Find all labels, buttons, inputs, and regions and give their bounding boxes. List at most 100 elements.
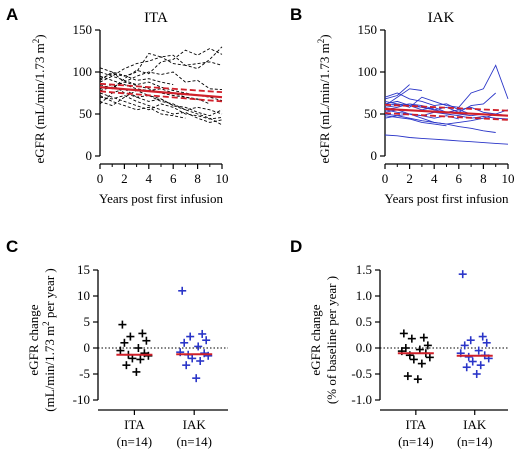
ci-upper-line-B (384, 103, 509, 112)
series-line-A-1 (99, 56, 223, 83)
y-tick-label-C: 15 (77, 262, 90, 277)
y-tick-label-D: 0.5 (356, 314, 372, 329)
y-tick-label-B: 100 (358, 64, 378, 79)
y-tick-label-C: 5 (84, 314, 91, 329)
x-axis-label-A: Years post first infusion (99, 191, 223, 206)
ci-upper-line-A (99, 82, 223, 94)
panel-label-B: B (290, 5, 302, 24)
data-point-D-ITA-11 (409, 355, 418, 364)
data-point-D-ITA-1 (399, 329, 408, 338)
y-tick-label-C: -10 (73, 392, 90, 407)
category-n-label-C-ITA: (n=14) (117, 434, 153, 449)
data-point-C-ITA-4 (142, 336, 151, 345)
data-point-D-ITA-12 (417, 359, 426, 368)
data-point-C-ITA-14 (132, 367, 141, 376)
data-point-D-IAK-1 (458, 270, 467, 279)
data-point-C-ITA-3 (126, 332, 135, 341)
series-line-A-9 (99, 90, 223, 126)
data-point-C-ITA-13 (122, 361, 131, 370)
x-tick-label-A: 0 (97, 171, 104, 186)
y-tick-label-D: -0.5 (351, 366, 372, 381)
data-point-D-ITA-14 (413, 375, 422, 384)
data-point-D-ITA-3 (407, 334, 416, 343)
series-line-B-9 (384, 100, 472, 115)
data-point-D-IAK-5 (460, 341, 469, 350)
series-line-B-1 (384, 64, 509, 108)
data-point-C-IAK-11 (188, 354, 197, 363)
x-tick-label-B: 6 (456, 171, 463, 186)
y-tick-label-B: 50 (364, 106, 377, 121)
y-tick-label-C: 0 (84, 340, 91, 355)
category-label-C-ITA: ITA (124, 417, 145, 432)
y-tick-label-C: -5 (79, 366, 90, 381)
data-point-C-ITA-12 (136, 355, 145, 364)
x-tick-label-A: 8 (194, 171, 201, 186)
x-tick-label-B: 0 (382, 171, 389, 186)
y-axis-label-A: eGFR (mL/min/1.73 m2) (31, 34, 47, 163)
series-line-B-14 (384, 84, 410, 100)
series-line-A-13 (99, 95, 186, 119)
data-point-D-IAK-6 (474, 346, 483, 355)
data-point-C-IAK-4 (202, 336, 211, 345)
series-line-B-13 (384, 88, 422, 106)
data-point-D-IAK-4 (482, 338, 491, 347)
category-label-D-ITA: ITA (406, 417, 427, 432)
series-line-A-4 (99, 71, 223, 91)
series-line-A-7 (99, 92, 223, 120)
y-axis-label-line1-D: eGFR change (308, 304, 323, 375)
series-line-B-11 (384, 115, 447, 127)
category-n-label-D-IAK: (n=14) (457, 434, 493, 449)
category-label-C-IAK: IAK (183, 417, 207, 432)
data-point-C-ITA-5 (120, 338, 129, 347)
x-tick-label-B: 10 (502, 171, 515, 186)
data-point-C-ITA-10 (144, 351, 153, 360)
data-point-D-IAK-11 (468, 357, 477, 366)
y-tick-label-D: 1.5 (356, 262, 372, 277)
y-axis-label-line1-C: eGFR change (26, 304, 41, 375)
y-tick-label-D: 1.0 (356, 288, 372, 303)
data-point-C-IAK-13 (182, 361, 191, 370)
data-point-D-ITA-4 (423, 341, 432, 350)
ci-lower-line-A (99, 90, 223, 103)
data-point-C-IAK-3 (186, 332, 195, 341)
data-point-D-ITA-2 (419, 333, 428, 342)
panel-title-B: IAK (428, 10, 455, 26)
series-line-B-6 (384, 92, 496, 113)
series-line-B-8 (384, 103, 484, 117)
data-point-C-IAK-14 (192, 374, 201, 383)
series-line-B-2 (384, 92, 509, 117)
y-tick-label-A: 50 (79, 106, 92, 121)
y-tick-label-D: 0.0 (356, 340, 372, 355)
data-point-C-IAK-5 (180, 338, 189, 347)
y-tick-label-A: 100 (73, 64, 93, 79)
data-point-C-IAK-12 (196, 357, 205, 365)
y-axis-label-line2-C: (mL/min/1.73 m2 per year ) (41, 268, 57, 412)
data-point-C-ITA-2 (138, 329, 147, 338)
y-tick-label-B: 150 (358, 22, 378, 37)
data-point-D-ITA-10 (425, 353, 434, 362)
x-axis-label-B: Years post first infusion (385, 191, 509, 206)
category-label-D-IAK: IAK (463, 417, 487, 432)
data-point-C-IAK-2 (198, 329, 207, 338)
panel-title-A: ITA (144, 10, 168, 26)
x-tick-label-A: 10 (216, 171, 229, 186)
data-point-C-ITA-1 (118, 320, 127, 329)
series-line-A-12 (99, 81, 198, 101)
data-point-C-ITA-7 (116, 346, 125, 355)
panel-label-C: C (6, 237, 18, 256)
x-tick-label-B: 8 (480, 171, 487, 186)
category-n-label-C-IAK: (n=14) (176, 434, 212, 449)
data-point-C-ITA-6 (134, 344, 143, 352)
panel-label-A: A (6, 5, 18, 24)
data-point-D-IAK-12 (476, 361, 485, 370)
panel-label-D: D (290, 237, 302, 256)
y-tick-label-C: 10 (77, 288, 90, 303)
data-point-C-IAK-10 (204, 351, 213, 360)
y-tick-label-A: 0 (86, 148, 93, 163)
y-axis-label-B: eGFR (mL/min/1.73 m2) (316, 34, 332, 163)
y-axis-label-line2-D: (% of baseline per year ) (324, 276, 339, 404)
category-n-label-D-ITA: (n=14) (398, 434, 434, 449)
data-point-D-IAK-9 (464, 352, 473, 361)
data-point-D-IAK-3 (466, 336, 475, 345)
